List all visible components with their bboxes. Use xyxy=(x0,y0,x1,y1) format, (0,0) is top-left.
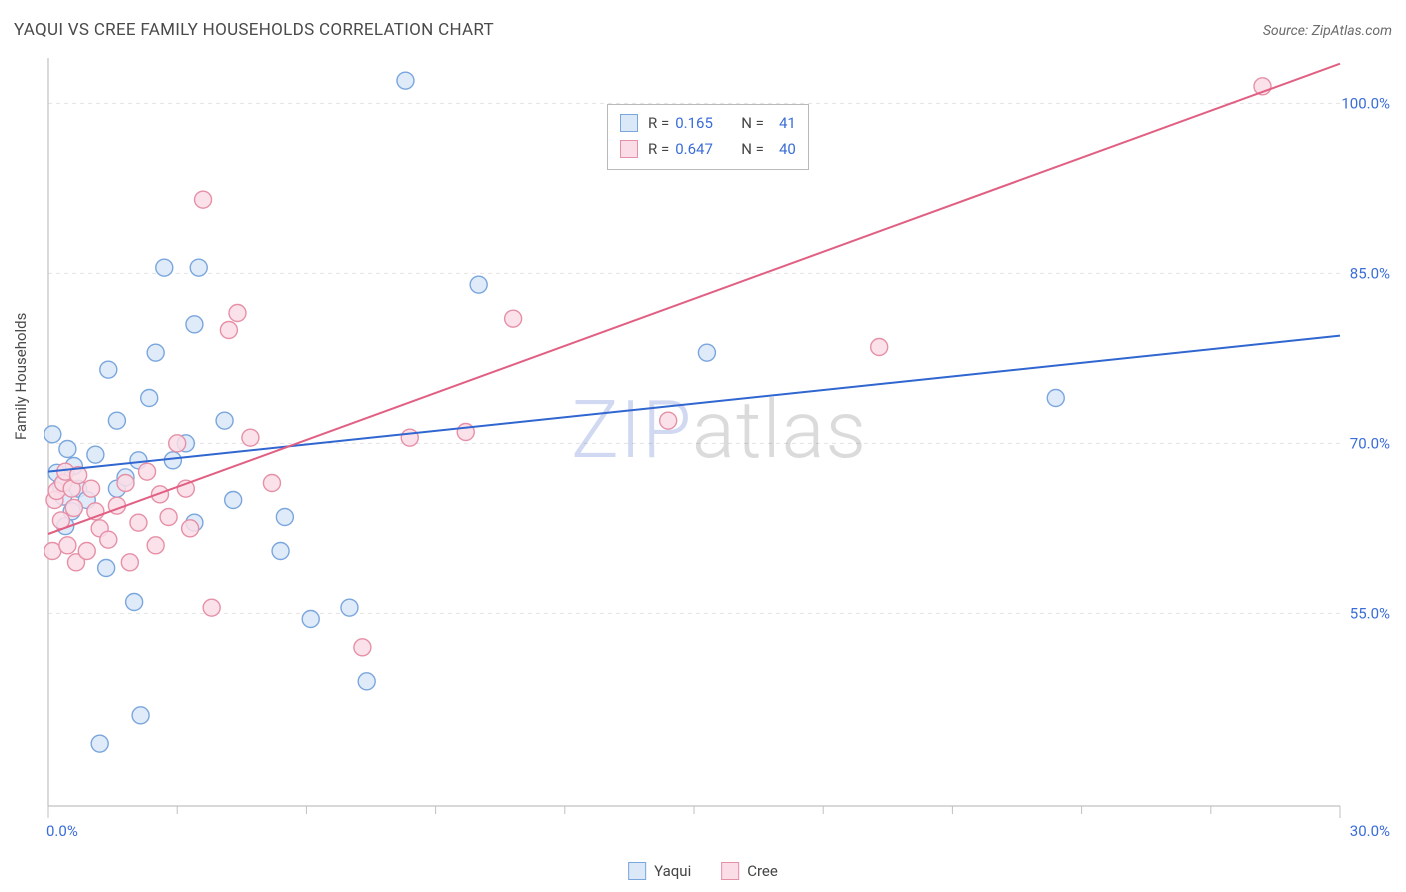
chart-header: YAQUI VS CREE FAMILY HOUSEHOLDS CORRELAT… xyxy=(14,20,1392,40)
legend-label-cree: Cree xyxy=(747,862,778,880)
source-name: ZipAtlas.com xyxy=(1312,23,1392,39)
n-value-cree: 40 xyxy=(770,140,796,158)
svg-text:85.0%: 85.0% xyxy=(1350,264,1390,282)
svg-text:55.0%: 55.0% xyxy=(1350,604,1390,622)
chart-source: Source: ZipAtlas.com xyxy=(1263,23,1392,39)
y-axis-label: Family Households xyxy=(12,313,30,440)
r-value-cree: 0.647 xyxy=(675,140,725,158)
r-label: R = xyxy=(648,114,669,132)
svg-text:70.0%: 70.0% xyxy=(1350,434,1390,452)
svg-text:100.0%: 100.0% xyxy=(1341,94,1390,112)
swatch-yaqui xyxy=(620,114,638,132)
swatch-cree xyxy=(721,862,739,880)
r-label: R = xyxy=(648,140,669,158)
n-label: N = xyxy=(741,140,764,158)
bottom-legend: Yaqui Cree xyxy=(628,862,778,880)
r-value-yaqui: 0.165 xyxy=(675,114,725,132)
chart-title: YAQUI VS CREE FAMILY HOUSEHOLDS CORRELAT… xyxy=(14,20,494,40)
source-prefix: Source: xyxy=(1263,23,1312,39)
svg-text:30.0%: 30.0% xyxy=(1350,822,1390,840)
stats-box: R = 0.165 N = 41 R = 0.647 N = 40 xyxy=(607,104,809,170)
svg-text:0.0%: 0.0% xyxy=(46,822,78,840)
swatch-yaqui xyxy=(628,862,646,880)
stats-row-yaqui: R = 0.165 N = 41 xyxy=(620,110,796,136)
n-value-yaqui: 41 xyxy=(770,114,796,132)
n-label: N = xyxy=(741,114,764,132)
chart-area: 55.0%70.0%85.0%100.0%0.0%30.0% ZIPatlas … xyxy=(44,46,1394,846)
legend-label-yaqui: Yaqui xyxy=(654,862,691,880)
stats-row-cree: R = 0.647 N = 40 xyxy=(620,136,796,162)
swatch-cree xyxy=(620,140,638,158)
legend-item-yaqui: Yaqui xyxy=(628,862,691,880)
legend-item-cree: Cree xyxy=(721,862,778,880)
